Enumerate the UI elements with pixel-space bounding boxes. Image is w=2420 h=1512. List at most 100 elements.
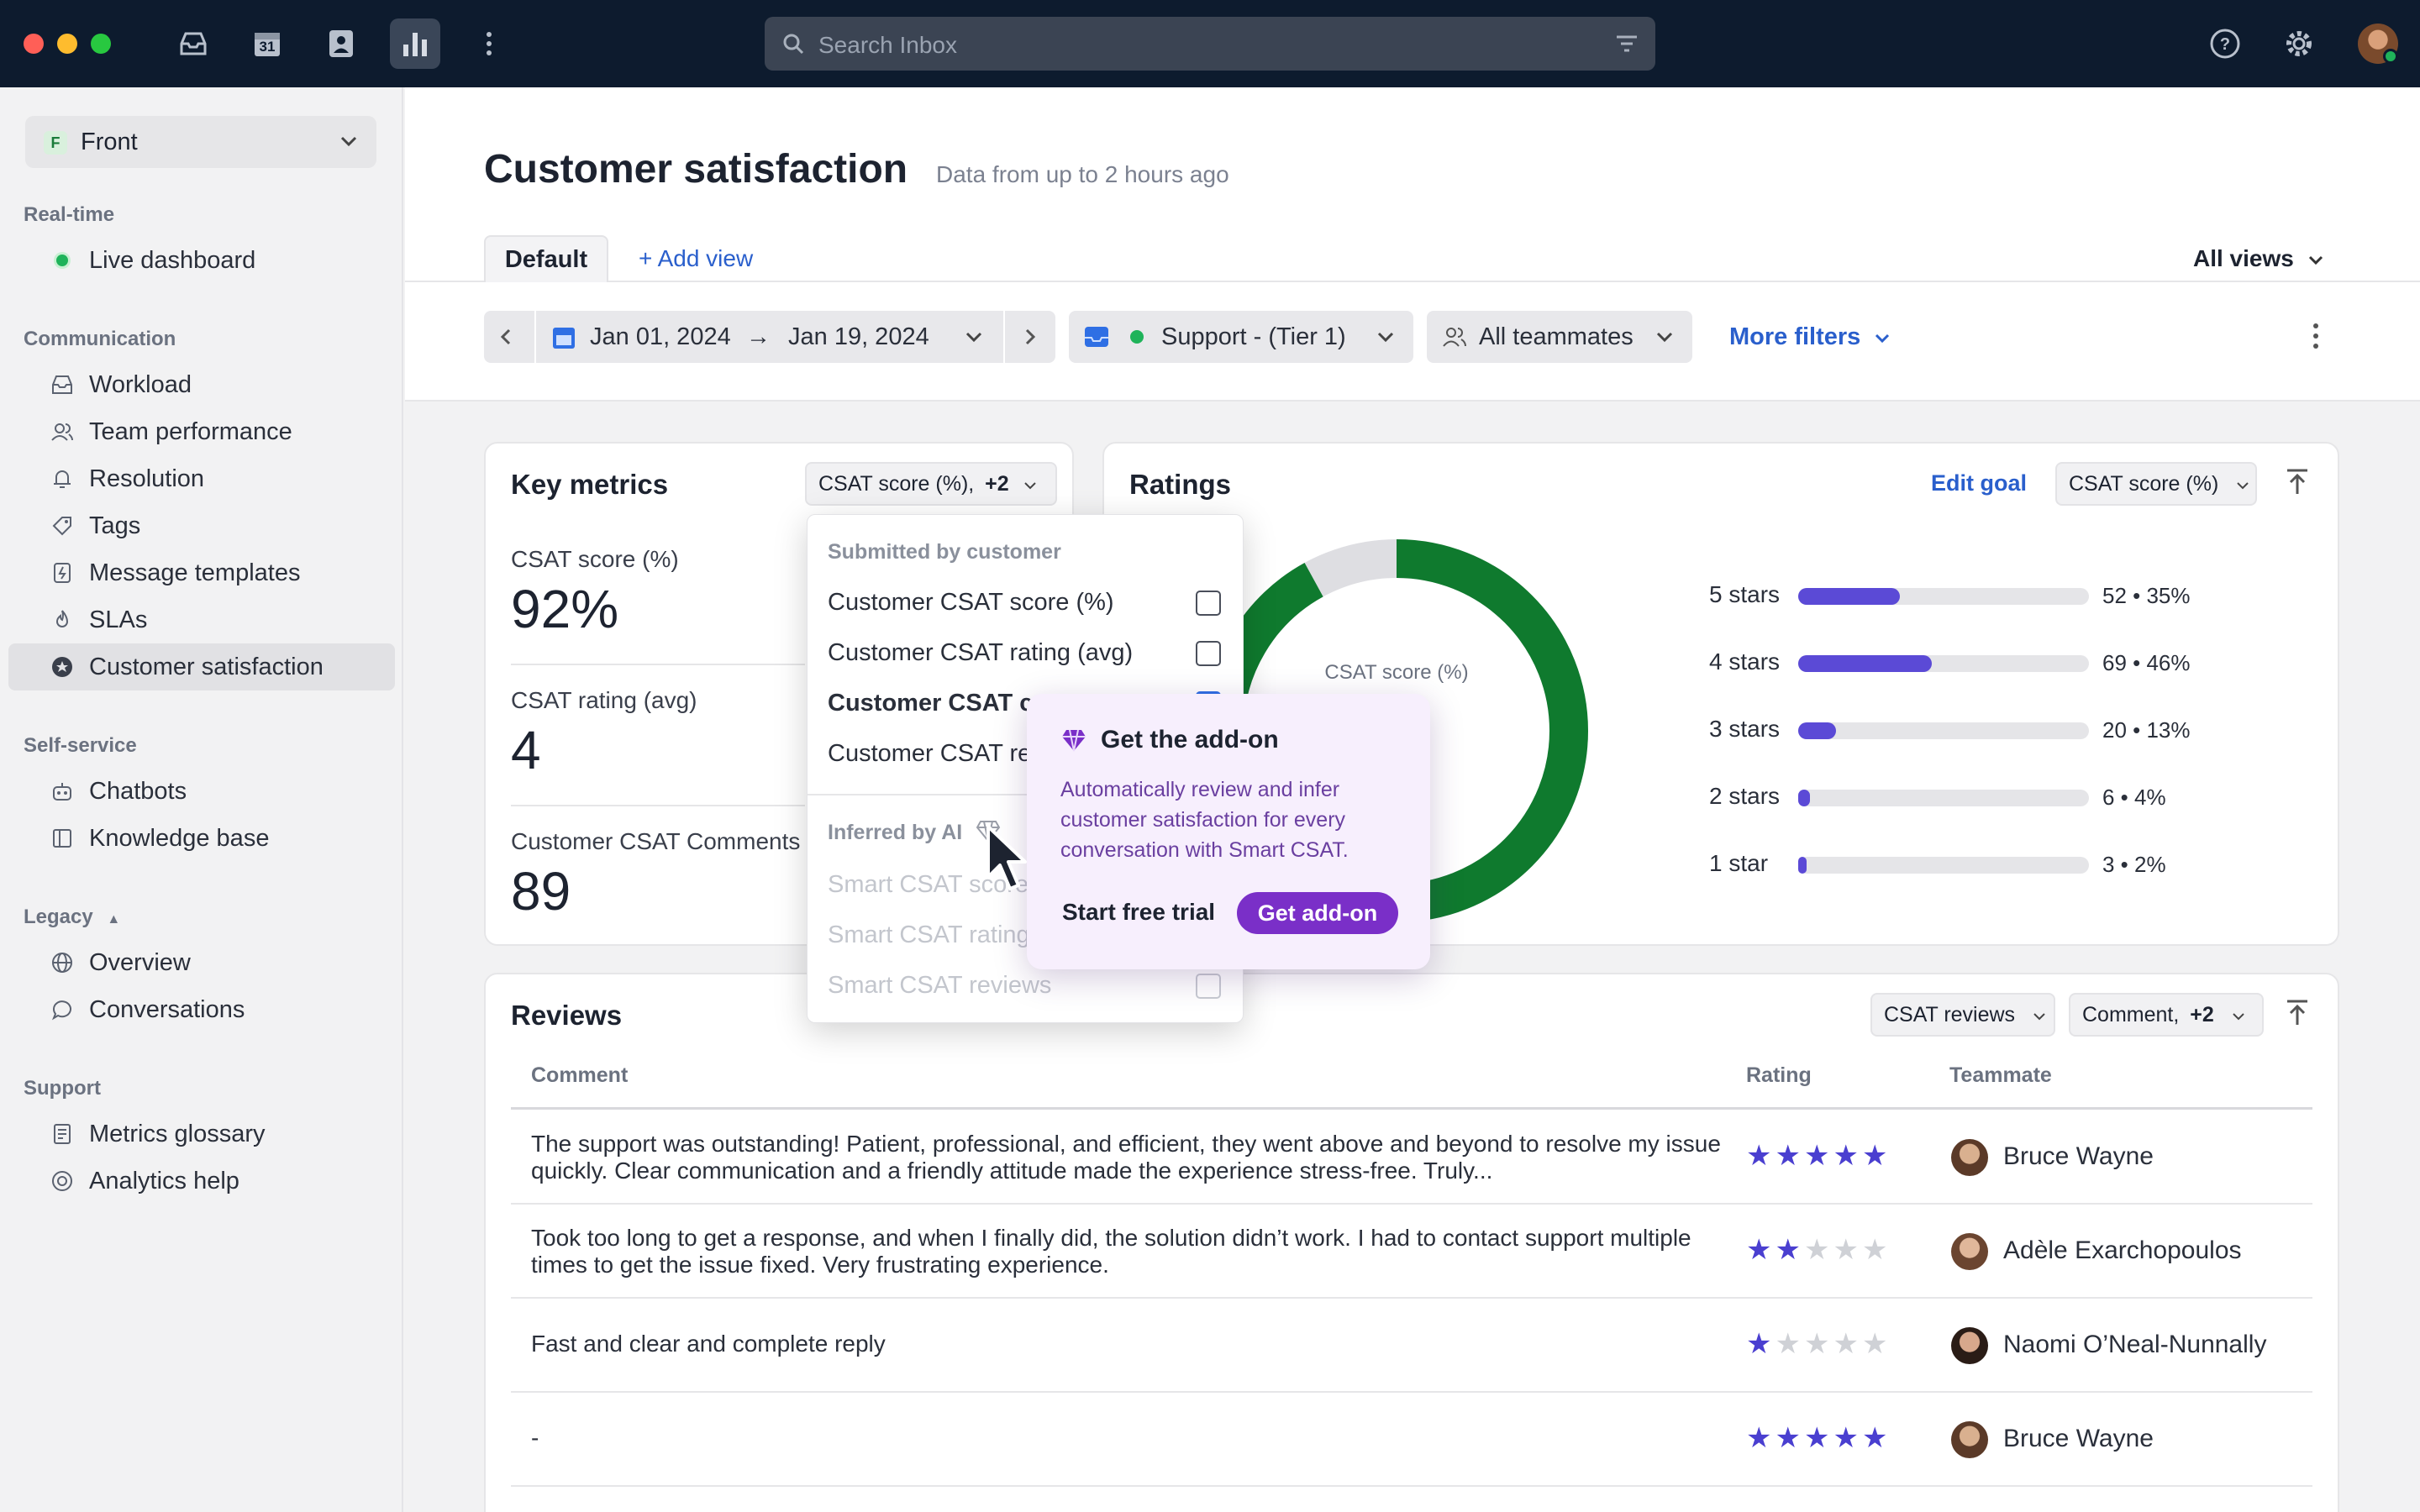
dropdown-option[interactable]: Customer CSAT re bbox=[828, 740, 1032, 767]
rating-bar-fill bbox=[1798, 588, 1901, 605]
reviews-columns-selector[interactable]: Comment, +2 bbox=[2069, 993, 2264, 1037]
key-metrics-selector[interactable]: CSAT score (%), +2 bbox=[805, 462, 1057, 506]
inbox-filter[interactable]: Support - (Tier 1) bbox=[1069, 311, 1413, 363]
divider bbox=[511, 805, 805, 806]
zoom-window-button[interactable] bbox=[91, 34, 111, 54]
add-view-button[interactable]: + Add view bbox=[639, 245, 754, 271]
dropdown-option-disabled: Smart CSAT rating bbox=[828, 921, 1030, 948]
search-input[interactable]: Search Inbox bbox=[765, 17, 1655, 71]
metric-label: CSAT score (%) bbox=[511, 546, 679, 572]
addon-popover: Get the add-on Automatically review and … bbox=[1027, 694, 1430, 969]
export-icon[interactable] bbox=[2286, 469, 2309, 496]
star-rating: ★★★★★ bbox=[1746, 1139, 1891, 1173]
filter-icon[interactable] bbox=[1615, 34, 1639, 54]
ratings-selector[interactable]: CSAT score (%) bbox=[2055, 462, 2257, 506]
tab-default[interactable]: Default bbox=[484, 235, 608, 282]
sidebar-item-slas[interactable]: SLAs bbox=[8, 596, 395, 643]
star-empty-icon: ★ bbox=[1861, 1328, 1891, 1360]
sidebar-item-tags[interactable]: Tags bbox=[8, 502, 395, 549]
column-header-rating[interactable]: Rating bbox=[1746, 1063, 1812, 1087]
tag-icon bbox=[52, 517, 71, 536]
template-icon bbox=[54, 563, 71, 583]
star-rating: ★★★★★ bbox=[1746, 1327, 1891, 1361]
dropdown-option[interactable]: Customer CSAT rating (avg) bbox=[828, 639, 1134, 666]
rating-bar-track bbox=[1798, 857, 2089, 874]
analytics-icon[interactable] bbox=[390, 18, 440, 69]
dropdown-divider bbox=[808, 794, 1244, 795]
sidebar-item-conversations[interactable]: Conversations bbox=[8, 986, 395, 1033]
sidebar-item-label: Message templates bbox=[89, 559, 301, 586]
star-filled-icon: ★ bbox=[1746, 1422, 1776, 1454]
teammates-filter[interactable]: All teammates bbox=[1427, 311, 1692, 363]
sidebar-item-analytics-help[interactable]: Analytics help bbox=[8, 1158, 395, 1205]
chevron-right-icon[interactable] bbox=[1023, 328, 1037, 346]
rating-bar-fill bbox=[1798, 722, 1836, 739]
minimize-window-button[interactable] bbox=[57, 34, 77, 54]
sidebar-item-customer-satisfaction[interactable]: Customer satisfaction bbox=[8, 643, 395, 690]
sidebar-item-resolution[interactable]: Resolution bbox=[8, 455, 395, 502]
sidebar-item-chatbots[interactable]: Chatbots bbox=[8, 768, 395, 815]
sidebar-item-label: Overview bbox=[89, 949, 191, 976]
calendar-icon[interactable]: 31 bbox=[242, 18, 292, 69]
inbox-icon[interactable] bbox=[168, 18, 218, 69]
rating-value: 52 • 35% bbox=[2102, 583, 2191, 608]
close-window-button[interactable] bbox=[24, 34, 44, 54]
date-range-filter[interactable]: Jan 01, 2024 → Jan 19, 2024 bbox=[484, 311, 1055, 363]
metric-label: Customer CSAT Comments bbox=[511, 828, 801, 854]
section-communication: Communication bbox=[24, 328, 176, 350]
chevron-down-icon bbox=[2237, 482, 2249, 490]
all-views-dropdown[interactable]: All views bbox=[2193, 245, 2324, 272]
contacts-icon[interactable] bbox=[316, 18, 366, 69]
caret-up-icon: ▲ bbox=[107, 912, 121, 927]
flame-icon bbox=[55, 610, 69, 627]
star-filled-icon: ★ bbox=[1775, 1140, 1804, 1172]
sidebar-item-team-performance[interactable]: Team performance bbox=[8, 408, 395, 455]
more-filters-button[interactable]: More filters bbox=[1729, 323, 1891, 351]
reviews-columns-label: Comment, bbox=[2082, 1003, 2180, 1026]
sidebar-item-knowledge-base[interactable]: Knowledge base bbox=[8, 815, 395, 862]
page-title: Customer satisfaction bbox=[484, 147, 908, 192]
dropdown-option[interactable]: Customer CSAT co bbox=[828, 690, 1049, 717]
inbox-icon bbox=[1085, 327, 1108, 347]
reviews-type-selector[interactable]: CSAT reviews bbox=[1870, 993, 2055, 1037]
sidebar-item-label: Analytics help bbox=[89, 1168, 239, 1194]
sidebar-item-message-templates[interactable]: Message templates bbox=[8, 549, 395, 596]
dropdown-option[interactable]: Customer CSAT score (%) bbox=[828, 589, 1114, 616]
reviews-card bbox=[484, 973, 2339, 1512]
badge-star-icon bbox=[52, 657, 72, 677]
export-icon[interactable] bbox=[2286, 1000, 2309, 1026]
column-header-comment[interactable]: Comment bbox=[531, 1063, 629, 1087]
more-options-icon[interactable] bbox=[2312, 323, 2319, 349]
edit-goal-button[interactable]: Edit goal bbox=[1931, 470, 2027, 496]
sidebar-item-workload[interactable]: Workload bbox=[8, 361, 395, 408]
get-addon-button[interactable]: Get add-on bbox=[1237, 892, 1398, 934]
sidebar-item-live-dashboard[interactable]: Live dashboard bbox=[8, 237, 395, 284]
star-filled-icon: ★ bbox=[1803, 1140, 1833, 1172]
option-checkbox[interactable] bbox=[1196, 641, 1221, 666]
workspace-switcher[interactable]: F Front bbox=[25, 116, 376, 168]
sidebar-item-label: Knowledge base bbox=[89, 825, 270, 852]
date-end: Jan 19, 2024 bbox=[788, 323, 929, 350]
section-selfservice: Self-service bbox=[24, 734, 137, 757]
star-empty-icon: ★ bbox=[1803, 1328, 1833, 1360]
divider bbox=[1003, 311, 1005, 363]
reviews-type-label: CSAT reviews bbox=[1884, 1003, 2016, 1026]
star-filled-icon: ★ bbox=[1833, 1140, 1862, 1172]
sidebar: F Front Real-time Live dashboard Communi… bbox=[0, 87, 403, 1512]
sidebar-item-overview[interactable]: Overview bbox=[8, 939, 395, 986]
help-icon[interactable]: ? bbox=[2208, 27, 2242, 60]
sidebar-item-metrics-glossary[interactable]: Metrics glossary bbox=[8, 1110, 395, 1158]
divider bbox=[511, 664, 805, 665]
column-header-teammate[interactable]: Teammate bbox=[1949, 1063, 2052, 1087]
gear-icon[interactable] bbox=[2282, 27, 2316, 60]
sidebar-item-label: Live dashboard bbox=[89, 247, 256, 274]
option-checkbox[interactable] bbox=[1196, 591, 1221, 616]
rating-bar-track bbox=[1798, 588, 2089, 605]
section-legacy[interactable]: Legacy ▲ bbox=[24, 906, 120, 929]
chevron-left-icon[interactable] bbox=[499, 328, 513, 346]
start-free-trial-button[interactable]: Start free trial bbox=[1062, 899, 1216, 925]
star-empty-icon: ★ bbox=[1833, 1234, 1862, 1266]
avatar bbox=[1951, 1421, 1988, 1458]
rating-bar-track bbox=[1798, 790, 2089, 806]
more-icon[interactable] bbox=[464, 18, 514, 69]
